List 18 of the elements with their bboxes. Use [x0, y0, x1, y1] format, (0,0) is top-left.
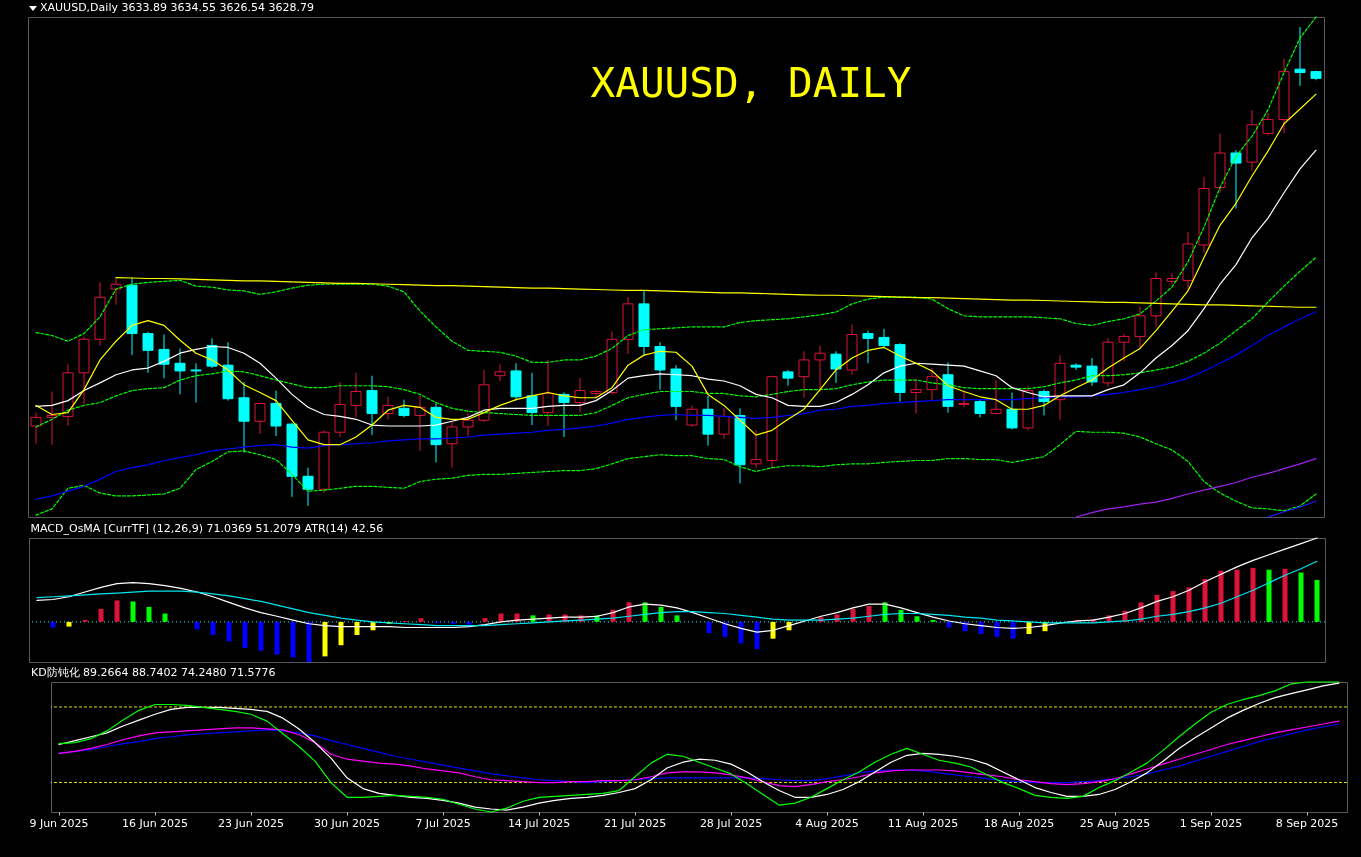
annotation: XAUUSD, DAILY — [590, 59, 912, 107]
x-tick-label: 9 Jun 2025 — [29, 816, 89, 830]
x-tick-label: 23 Jun 2025 — [217, 816, 285, 830]
chart-title: MACD_OsMA [CurrTF] (12,26,9) 71.0369 51.2079 ATR(14) 42.56 — [30, 522, 384, 536]
x-tick-label: 8 Sep 2025 — [1275, 816, 1339, 830]
x-tick-label: 11 Aug 2025 — [887, 816, 959, 830]
x-tick-label: 7 Jul 2025 — [415, 816, 471, 830]
x-tick-label: 28 Jul 2025 — [699, 816, 763, 830]
x-tick-label: 4 Aug 2025 — [795, 816, 859, 830]
x-tick-label: 18 Aug 2025 — [983, 816, 1055, 830]
x-tick-label: 21 Jul 2025 — [603, 816, 667, 830]
chart-title: KD防钝化 89.2664 88.7402 74.2480 71.5776 — [30, 666, 276, 680]
x-tick-label: 25 Aug 2025 — [1079, 816, 1151, 830]
chart-title: XAUUSD,Daily 3633.89 3634.55 3626.54 3628.79 — [40, 1, 314, 15]
x-tick-label: 30 Jun 2025 — [313, 816, 381, 830]
x-tick-label: 16 Jun 2025 — [121, 816, 189, 830]
x-tick-label: 14 Jul 2025 — [507, 816, 571, 830]
x-tick-label: 1 Sep 2025 — [1179, 816, 1243, 830]
